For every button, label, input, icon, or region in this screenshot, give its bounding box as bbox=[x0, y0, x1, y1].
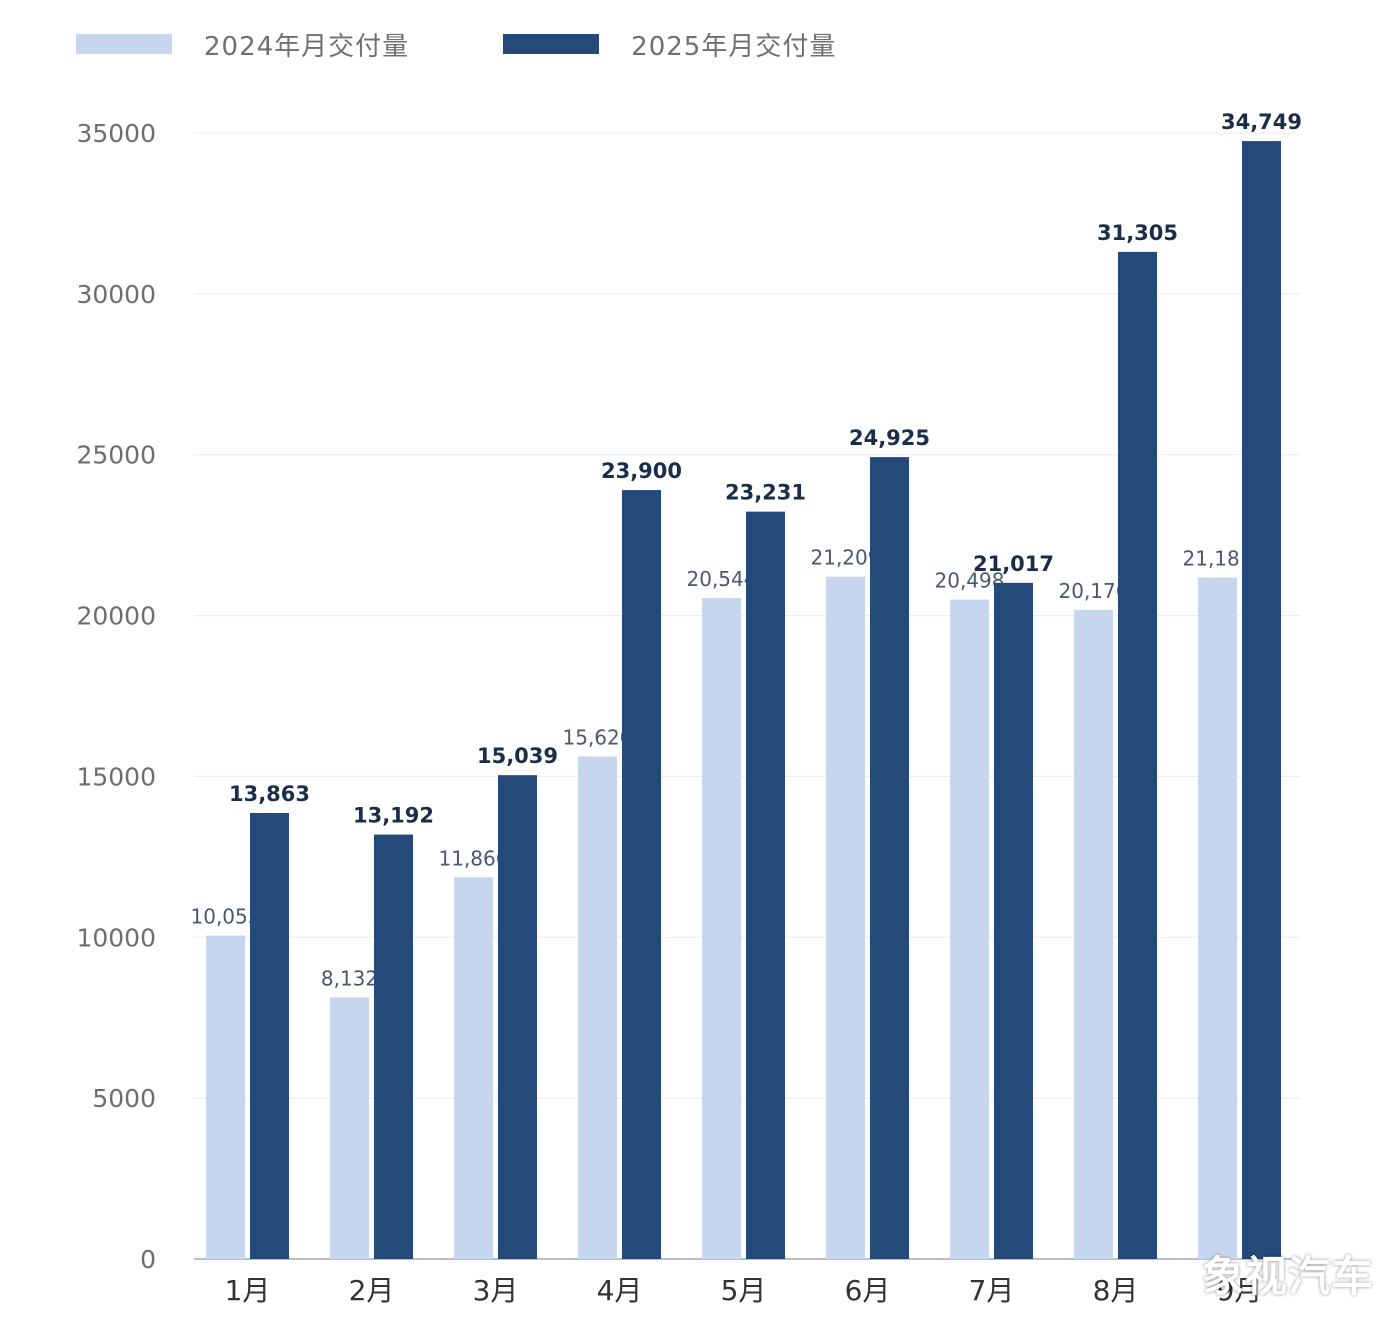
y-tick-label: 0 bbox=[140, 1245, 156, 1274]
legend-item-2025: 2025年月交付量 bbox=[503, 26, 836, 63]
data-label-2024: 21,209 bbox=[811, 546, 881, 570]
y-tick-label: 15000 bbox=[76, 762, 156, 791]
bar-2024 bbox=[454, 877, 493, 1259]
legend-swatch-2024 bbox=[76, 34, 172, 54]
data-label-2024: 10,055 bbox=[191, 905, 261, 929]
legend-item-2024: 2024年月交付量 bbox=[76, 26, 409, 63]
bar-2025 bbox=[870, 457, 909, 1259]
legend-label-2025: 2025年月交付量 bbox=[631, 31, 837, 62]
bar-2024 bbox=[826, 576, 865, 1259]
legend: 2024年月交付量 2025年月交付量 bbox=[76, 24, 930, 64]
data-label-2025: 31,305 bbox=[1097, 221, 1178, 245]
y-tick-label: 5000 bbox=[92, 1084, 156, 1113]
data-label-2025: 13,192 bbox=[353, 804, 434, 828]
bar-2024 bbox=[578, 756, 617, 1259]
data-label-2025: 23,231 bbox=[725, 481, 806, 505]
x-tick-label: 8月 bbox=[1093, 1274, 1139, 1307]
legend-label-2024: 2024年月交付量 bbox=[204, 31, 410, 62]
x-tick-label: 1月 bbox=[225, 1274, 271, 1307]
y-tick-label: 25000 bbox=[76, 441, 156, 470]
bar-2025 bbox=[1118, 251, 1157, 1260]
y-tick-label: 10000 bbox=[76, 923, 156, 952]
y-tick-label: 30000 bbox=[76, 280, 156, 309]
x-tick-label: 2月 bbox=[349, 1274, 395, 1307]
x-tick-label: 9月 bbox=[1217, 1274, 1263, 1307]
bar-2024 bbox=[330, 997, 369, 1259]
bar-2024 bbox=[1198, 577, 1237, 1259]
bar-2024 bbox=[702, 598, 741, 1259]
data-label-2025: 21,017 bbox=[973, 552, 1054, 576]
data-label-2025: 23,900 bbox=[601, 459, 682, 483]
watermark: 象视汽车 bbox=[1201, 1252, 1374, 1301]
data-label-2025: 24,925 bbox=[849, 426, 930, 450]
bar-2024 bbox=[1074, 609, 1113, 1259]
bar-2025 bbox=[498, 775, 537, 1259]
data-label-2024: 20,498 bbox=[935, 569, 1005, 593]
data-label-2025: 13,863 bbox=[229, 782, 310, 806]
data-label-2024: 11,866 bbox=[439, 846, 509, 870]
data-label-2024: 21,181 bbox=[1183, 547, 1253, 571]
bar-2025 bbox=[994, 582, 1033, 1259]
bar-2024 bbox=[206, 935, 245, 1259]
x-tick-label: 3月 bbox=[473, 1274, 519, 1307]
data-label-2025: 15,039 bbox=[477, 744, 558, 768]
data-label-2024: 20,176 bbox=[1059, 579, 1129, 603]
legend-swatch-2025 bbox=[503, 34, 600, 54]
x-tick-label: 4月 bbox=[597, 1274, 643, 1307]
x-tick-label: 7月 bbox=[969, 1274, 1015, 1307]
x-tick-label: 6月 bbox=[845, 1274, 891, 1307]
x-tick-label: 5月 bbox=[721, 1274, 767, 1307]
bar-2025 bbox=[622, 490, 661, 1259]
bar-2025 bbox=[374, 834, 413, 1259]
bar-2025 bbox=[1242, 141, 1281, 1259]
data-label-2024: 8,132 bbox=[321, 966, 378, 990]
data-label-2024: 15,620 bbox=[563, 725, 633, 749]
y-tick-label: 35000 bbox=[76, 119, 156, 148]
bar-2025 bbox=[746, 511, 785, 1259]
bar-2025 bbox=[250, 813, 289, 1259]
data-label-2025: 34,749 bbox=[1221, 110, 1302, 134]
bar-2024 bbox=[950, 599, 989, 1259]
y-tick-label: 20000 bbox=[76, 602, 156, 631]
data-label-2024: 20,544 bbox=[687, 567, 757, 591]
